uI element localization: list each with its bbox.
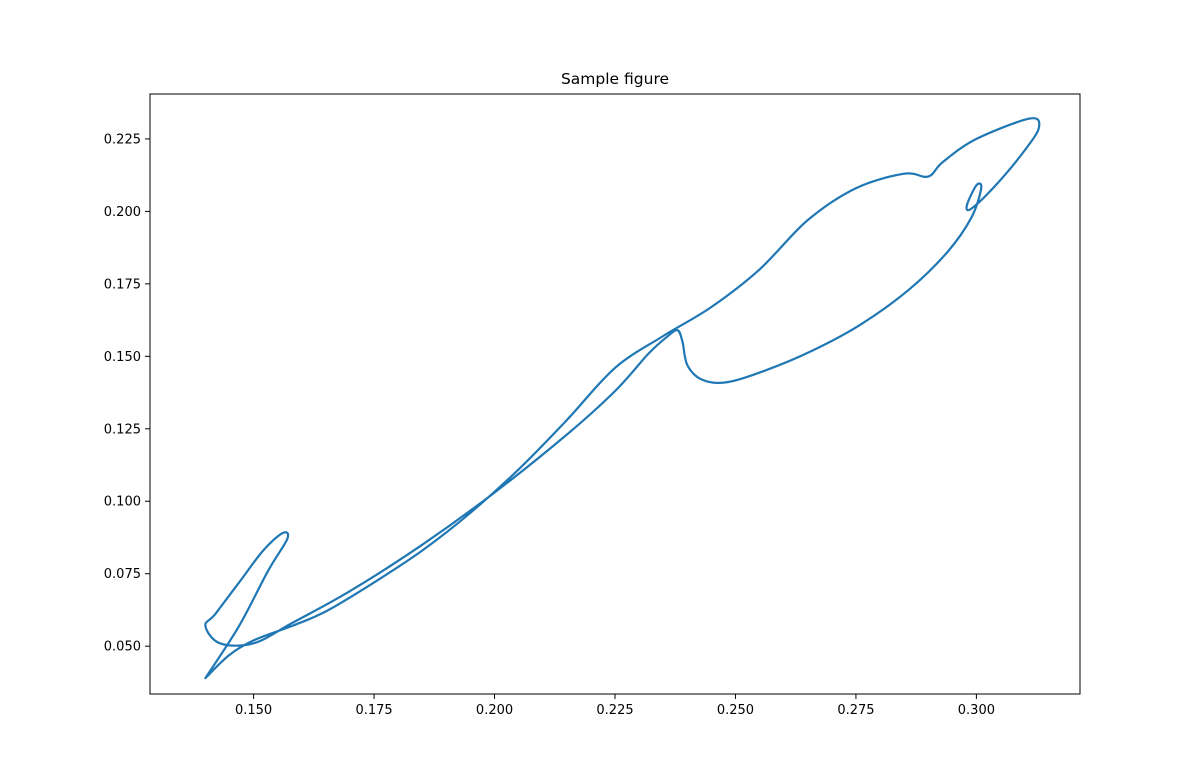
y-tick-label: 0.175 (104, 277, 141, 292)
x-tick-label: 0.175 (355, 703, 392, 718)
y-axis: 0.050 0.075 0.100 0.125 0.150 0.175 0.200 0.225 (104, 132, 150, 655)
y-tick-label: 0.125 (104, 422, 141, 437)
plot-area (204, 117, 1041, 680)
x-tick-label: 0.200 (476, 703, 513, 718)
y-tick-label: 0.225 (104, 132, 141, 147)
y-tick-label: 0.050 (104, 640, 141, 655)
y-tick-label: 0.075 (104, 567, 141, 582)
x-tick-label: 0.275 (837, 703, 874, 718)
x-tick-label: 0.250 (717, 703, 754, 718)
chart-title: Sample figure (561, 70, 669, 88)
x-tick-label: 0.150 (235, 703, 272, 718)
x-axis: 0.150 0.175 0.200 0.225 0.250 0.275 0.300 (235, 694, 995, 718)
y-tick-label: 0.150 (104, 350, 141, 365)
y-tick-label: 0.200 (104, 205, 141, 220)
series-line (204, 117, 1041, 680)
x-tick-label: 0.225 (596, 703, 633, 718)
y-tick-label: 0.100 (104, 495, 141, 510)
x-tick-label: 0.300 (958, 703, 995, 718)
